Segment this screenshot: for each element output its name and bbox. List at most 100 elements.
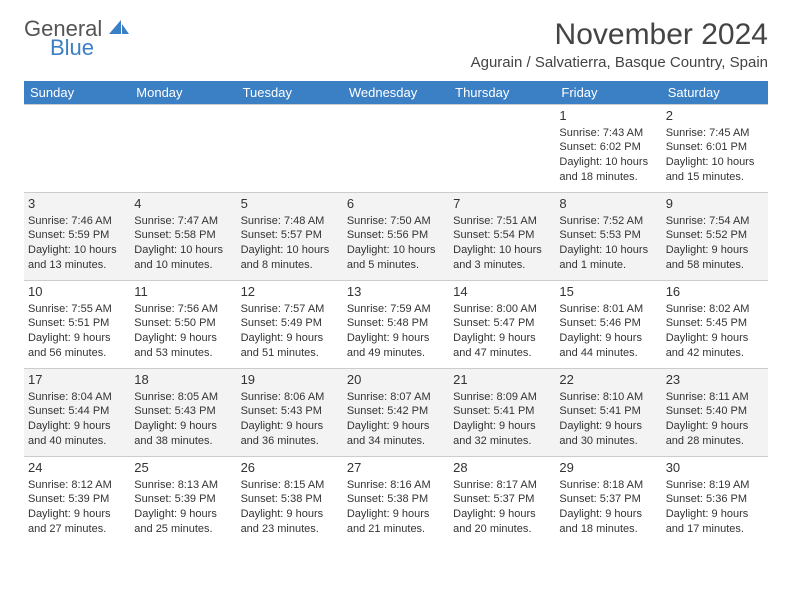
page-title: November 2024 xyxy=(471,18,768,52)
sunrise-line: Sunrise: 8:05 AM xyxy=(134,390,232,405)
daylight-line: Daylight: 9 hours and 56 minutes. xyxy=(28,331,126,361)
calendar-cell xyxy=(343,105,449,193)
day-number: 4 xyxy=(134,193,232,213)
daylight-line: Daylight: 9 hours and 34 minutes. xyxy=(347,419,445,449)
calendar-cell: 14Sunrise: 8:00 AMSunset: 5:47 PMDayligh… xyxy=(449,281,555,369)
sunset-line: Sunset: 5:58 PM xyxy=(134,228,232,243)
daylight-line: Daylight: 9 hours and 58 minutes. xyxy=(666,243,764,273)
day-number: 7 xyxy=(453,193,551,213)
sunrise-line: Sunrise: 7:57 AM xyxy=(241,302,339,317)
sunset-line: Sunset: 5:53 PM xyxy=(559,228,657,243)
daylight-line: Daylight: 9 hours and 42 minutes. xyxy=(666,331,764,361)
day-header: Tuesday xyxy=(237,81,343,105)
day-number: 11 xyxy=(134,281,232,301)
sunrise-line: Sunrise: 8:11 AM xyxy=(666,390,764,405)
calendar-cell: 20Sunrise: 8:07 AMSunset: 5:42 PMDayligh… xyxy=(343,369,449,457)
sunrise-line: Sunrise: 8:12 AM xyxy=(28,478,126,493)
sail-icon xyxy=(107,18,131,36)
calendar-cell: 29Sunrise: 8:18 AMSunset: 5:37 PMDayligh… xyxy=(555,457,661,545)
sunrise-line: Sunrise: 8:18 AM xyxy=(559,478,657,493)
calendar-cell: 9Sunrise: 7:54 AMSunset: 5:52 PMDaylight… xyxy=(662,193,768,281)
daylight-line: Daylight: 9 hours and 21 minutes. xyxy=(347,507,445,537)
sunset-line: Sunset: 5:52 PM xyxy=(666,228,764,243)
daylight-line: Daylight: 9 hours and 38 minutes. xyxy=(134,419,232,449)
daylight-line: Daylight: 9 hours and 40 minutes. xyxy=(28,419,126,449)
sunrise-line: Sunrise: 8:00 AM xyxy=(453,302,551,317)
calendar-cell: 1Sunrise: 7:43 AMSunset: 6:02 PMDaylight… xyxy=(555,105,661,193)
calendar-week-row: 10Sunrise: 7:55 AMSunset: 5:51 PMDayligh… xyxy=(24,281,768,369)
sunset-line: Sunset: 5:51 PM xyxy=(28,316,126,331)
sunrise-line: Sunrise: 8:02 AM xyxy=(666,302,764,317)
sunset-line: Sunset: 5:56 PM xyxy=(347,228,445,243)
day-header: Friday xyxy=(555,81,661,105)
day-number: 19 xyxy=(241,369,339,389)
daylight-line: Daylight: 10 hours and 13 minutes. xyxy=(28,243,126,273)
day-number: 24 xyxy=(28,457,126,477)
day-number: 13 xyxy=(347,281,445,301)
calendar-cell: 26Sunrise: 8:15 AMSunset: 5:38 PMDayligh… xyxy=(237,457,343,545)
daylight-line: Daylight: 10 hours and 1 minute. xyxy=(559,243,657,273)
sunset-line: Sunset: 5:38 PM xyxy=(241,492,339,507)
calendar-cell: 28Sunrise: 8:17 AMSunset: 5:37 PMDayligh… xyxy=(449,457,555,545)
calendar-week-row: 3Sunrise: 7:46 AMSunset: 5:59 PMDaylight… xyxy=(24,193,768,281)
daylight-line: Daylight: 9 hours and 47 minutes. xyxy=(453,331,551,361)
day-number: 27 xyxy=(347,457,445,477)
sunrise-line: Sunrise: 8:10 AM xyxy=(559,390,657,405)
sunset-line: Sunset: 5:44 PM xyxy=(28,404,126,419)
sunrise-line: Sunrise: 7:47 AM xyxy=(134,214,232,229)
daylight-line: Daylight: 9 hours and 32 minutes. xyxy=(453,419,551,449)
day-number: 20 xyxy=(347,369,445,389)
calendar-cell: 24Sunrise: 8:12 AMSunset: 5:39 PMDayligh… xyxy=(24,457,130,545)
calendar-cell: 15Sunrise: 8:01 AMSunset: 5:46 PMDayligh… xyxy=(555,281,661,369)
calendar-week-row: 1Sunrise: 7:43 AMSunset: 6:02 PMDaylight… xyxy=(24,105,768,193)
sunrise-line: Sunrise: 8:01 AM xyxy=(559,302,657,317)
sunrise-line: Sunrise: 8:15 AM xyxy=(241,478,339,493)
sunset-line: Sunset: 6:01 PM xyxy=(666,140,764,155)
daylight-line: Daylight: 9 hours and 20 minutes. xyxy=(453,507,551,537)
sunrise-line: Sunrise: 7:55 AM xyxy=(28,302,126,317)
day-number: 21 xyxy=(453,369,551,389)
sunset-line: Sunset: 5:45 PM xyxy=(666,316,764,331)
daylight-line: Daylight: 10 hours and 10 minutes. xyxy=(134,243,232,273)
day-header: Sunday xyxy=(24,81,130,105)
sunrise-line: Sunrise: 7:52 AM xyxy=(559,214,657,229)
sunrise-line: Sunrise: 7:46 AM xyxy=(28,214,126,229)
sunrise-line: Sunrise: 8:06 AM xyxy=(241,390,339,405)
calendar-cell: 27Sunrise: 8:16 AMSunset: 5:38 PMDayligh… xyxy=(343,457,449,545)
day-number: 12 xyxy=(241,281,339,301)
sunset-line: Sunset: 5:37 PM xyxy=(559,492,657,507)
location-label: Agurain / Salvatierra, Basque Country, S… xyxy=(471,54,768,71)
calendar-cell: 2Sunrise: 7:45 AMSunset: 6:01 PMDaylight… xyxy=(662,105,768,193)
day-header: Wednesday xyxy=(343,81,449,105)
day-number: 26 xyxy=(241,457,339,477)
sunrise-line: Sunrise: 8:13 AM xyxy=(134,478,232,493)
sunrise-line: Sunrise: 7:48 AM xyxy=(241,214,339,229)
sunset-line: Sunset: 5:41 PM xyxy=(559,404,657,419)
calendar-cell xyxy=(130,105,236,193)
calendar-table: SundayMondayTuesdayWednesdayThursdayFrid… xyxy=(24,81,768,545)
day-number: 14 xyxy=(453,281,551,301)
sunrise-line: Sunrise: 7:50 AM xyxy=(347,214,445,229)
calendar-cell xyxy=(237,105,343,193)
logo: General Blue xyxy=(24,18,131,59)
daylight-line: Daylight: 9 hours and 18 minutes. xyxy=(559,507,657,537)
calendar-cell: 12Sunrise: 7:57 AMSunset: 5:49 PMDayligh… xyxy=(237,281,343,369)
day-number: 2 xyxy=(666,105,764,125)
calendar-header-row: SundayMondayTuesdayWednesdayThursdayFrid… xyxy=(24,81,768,105)
sunset-line: Sunset: 5:49 PM xyxy=(241,316,339,331)
daylight-line: Daylight: 9 hours and 23 minutes. xyxy=(241,507,339,537)
calendar-cell xyxy=(449,105,555,193)
sunrise-line: Sunrise: 7:43 AM xyxy=(559,126,657,141)
sunset-line: Sunset: 5:39 PM xyxy=(28,492,126,507)
daylight-line: Daylight: 9 hours and 30 minutes. xyxy=(559,419,657,449)
sunset-line: Sunset: 5:42 PM xyxy=(347,404,445,419)
calendar-cell: 22Sunrise: 8:10 AMSunset: 5:41 PMDayligh… xyxy=(555,369,661,457)
sunset-line: Sunset: 5:57 PM xyxy=(241,228,339,243)
sunset-line: Sunset: 5:38 PM xyxy=(347,492,445,507)
calendar-cell: 25Sunrise: 8:13 AMSunset: 5:39 PMDayligh… xyxy=(130,457,236,545)
day-number: 18 xyxy=(134,369,232,389)
sunrise-line: Sunrise: 8:17 AM xyxy=(453,478,551,493)
title-block: November 2024 Agurain / Salvatierra, Bas… xyxy=(471,18,768,77)
day-number: 17 xyxy=(28,369,126,389)
sunset-line: Sunset: 5:54 PM xyxy=(453,228,551,243)
